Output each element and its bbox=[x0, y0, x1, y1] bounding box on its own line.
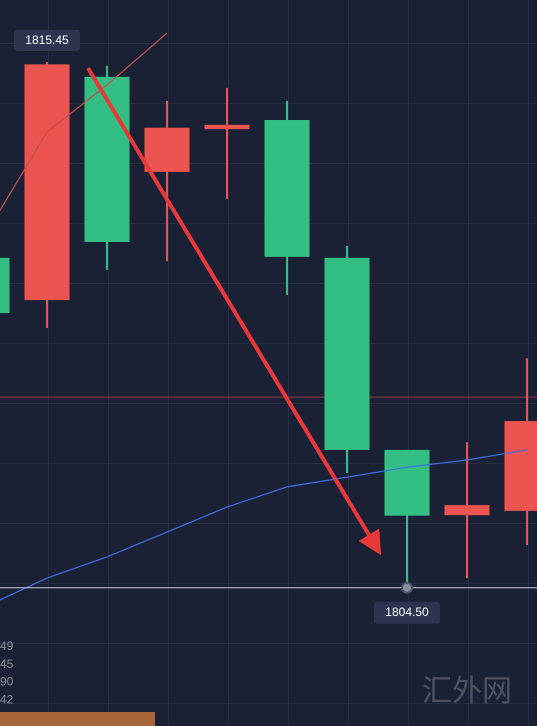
candle-body bbox=[24, 64, 70, 301]
low-label: 1804.50 bbox=[385, 605, 429, 619]
axis-fragment: 49 bbox=[0, 639, 14, 653]
watermark: 汇外网 bbox=[422, 674, 512, 709]
candle-body bbox=[264, 120, 310, 257]
moving-average-line bbox=[0, 32, 168, 212]
high-label: 1815.45 bbox=[25, 33, 69, 47]
axis-fragment: 90 bbox=[0, 675, 14, 689]
low-label-box bbox=[374, 601, 440, 624]
candle-body bbox=[204, 124, 250, 130]
low-dot bbox=[401, 581, 413, 594]
plot bbox=[0, 32, 537, 601]
annotation-arrow bbox=[86, 66, 382, 556]
candle-body bbox=[84, 76, 130, 242]
candle-body bbox=[384, 449, 430, 516]
axis-fragment: 45 bbox=[0, 657, 14, 671]
candle-body bbox=[144, 127, 190, 172]
overlay: 1815.45 1804.50 49 45 90 42 汇外网 bbox=[0, 29, 537, 709]
high-label-box bbox=[14, 29, 80, 51]
candle-body bbox=[504, 421, 537, 511]
moving-average-line bbox=[0, 449, 528, 601]
candle-body bbox=[324, 257, 370, 450]
candle-body bbox=[444, 505, 490, 516]
toolbar[interactable] bbox=[0, 712, 155, 726]
candle-body bbox=[0, 257, 10, 314]
axis-fragment: 42 bbox=[0, 692, 14, 706]
